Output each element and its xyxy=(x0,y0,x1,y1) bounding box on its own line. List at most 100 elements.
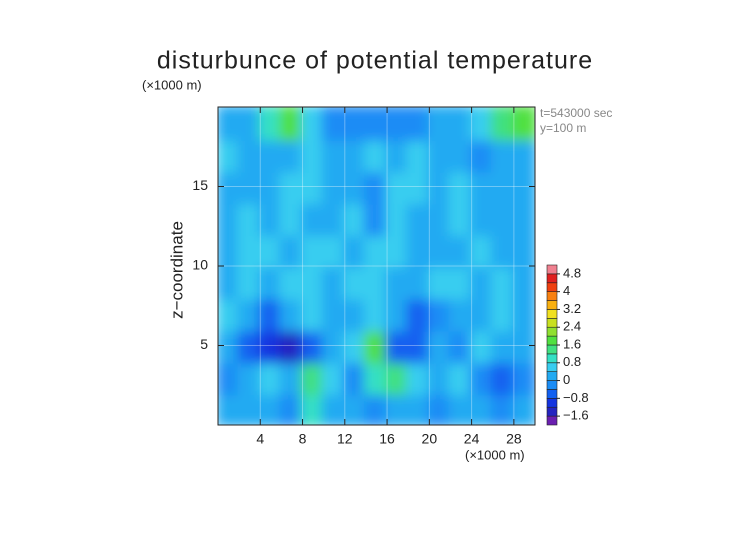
field-cell xyxy=(237,391,263,425)
field-cell xyxy=(490,327,516,364)
field-cell xyxy=(218,327,242,364)
field-cell xyxy=(448,136,474,173)
field-cell xyxy=(511,359,535,396)
field-cell xyxy=(385,295,411,332)
field-cell xyxy=(448,264,474,300)
colorbar-bin xyxy=(546,371,558,381)
field-cell xyxy=(448,232,474,268)
field-cell xyxy=(469,327,495,364)
field-cell xyxy=(490,168,516,205)
colorbar-tick-label: 1.6 xyxy=(563,336,581,351)
field-cell xyxy=(279,168,305,205)
field-cell xyxy=(490,295,516,332)
field-cell xyxy=(258,359,284,396)
field-cell xyxy=(490,391,516,425)
x-unit: (×1000 m) xyxy=(465,447,525,462)
field-cell xyxy=(511,295,535,332)
field-cell xyxy=(342,359,368,396)
y-tick-label: 15 xyxy=(192,177,208,193)
field-cell xyxy=(237,136,263,173)
field-cell xyxy=(406,136,432,173)
field-cell xyxy=(258,168,284,205)
field-cells xyxy=(218,107,535,425)
field-cell xyxy=(427,107,453,141)
field-cell xyxy=(448,359,474,396)
colorbar-tick-label: 4.8 xyxy=(563,265,581,280)
colorbar-bin xyxy=(546,326,558,337)
y-axis-label: z−coordinate xyxy=(167,221,186,319)
field-cell xyxy=(279,327,305,364)
field-cell xyxy=(279,391,305,425)
field-cell xyxy=(448,327,474,364)
colorbar-bin xyxy=(546,344,558,355)
field-cell xyxy=(342,327,368,364)
field-cell xyxy=(385,359,411,396)
field-cell xyxy=(218,264,242,300)
field-cell xyxy=(279,136,305,173)
field-cell xyxy=(300,200,326,237)
field-cell xyxy=(218,391,242,425)
field-cell xyxy=(321,168,347,205)
x-tick-label: 16 xyxy=(379,431,395,447)
colorbar-bin xyxy=(546,282,558,292)
chart-title: disturbunce of potential temperature xyxy=(157,47,593,75)
field-cell xyxy=(427,168,453,205)
field-cell xyxy=(427,295,453,332)
annotation: t=543000 sec xyxy=(540,106,612,120)
x-tick-label: 28 xyxy=(506,431,522,447)
field-cell xyxy=(406,168,432,205)
field-cell xyxy=(321,264,347,300)
colorbar-bin xyxy=(546,380,558,390)
field-cell xyxy=(321,136,347,173)
field-cell xyxy=(385,168,411,205)
field-cell xyxy=(385,136,411,173)
field-cell xyxy=(406,327,432,364)
field-cell xyxy=(385,327,411,364)
field-cell xyxy=(363,391,390,425)
field-cell xyxy=(258,107,284,141)
field-cell xyxy=(300,107,326,141)
field-cell xyxy=(363,107,390,141)
field-cell xyxy=(511,391,535,425)
x-tick-label: 24 xyxy=(464,431,480,447)
field-cell xyxy=(279,232,305,268)
field-cell xyxy=(258,232,284,268)
field-cell xyxy=(427,391,453,425)
field-cell xyxy=(218,359,242,396)
field-cell xyxy=(490,136,516,173)
field-cell xyxy=(469,168,495,205)
field-cell xyxy=(342,232,368,268)
field-cell xyxy=(511,136,535,173)
field-cell xyxy=(237,359,263,396)
field-cell xyxy=(321,200,347,237)
field-cell xyxy=(406,107,432,141)
field-cell xyxy=(237,264,263,300)
field-cell xyxy=(237,107,263,141)
field-cell xyxy=(300,264,326,300)
field-cell xyxy=(406,359,432,396)
field-cell xyxy=(321,107,347,141)
field-cell xyxy=(448,107,474,141)
field-cell xyxy=(427,232,453,268)
field-cell xyxy=(279,359,305,396)
field-cell xyxy=(490,232,516,268)
field-cell xyxy=(342,264,368,300)
field-cell xyxy=(469,391,495,425)
field-cell xyxy=(427,264,453,300)
field-cell xyxy=(258,264,284,300)
field-cell xyxy=(385,232,411,268)
colorbar-tick-label: 4 xyxy=(563,283,570,298)
field-cell xyxy=(300,327,326,364)
y-tick-label: 5 xyxy=(200,336,208,352)
field-cell xyxy=(321,232,347,268)
field-cell xyxy=(448,168,474,205)
field-cell xyxy=(490,107,516,141)
colorbar-tick-label: 3.2 xyxy=(563,301,581,316)
field-cell xyxy=(511,232,535,268)
colorbar-bin xyxy=(546,318,558,328)
field-cell xyxy=(427,200,453,237)
field-cell xyxy=(258,327,284,364)
field-cell xyxy=(218,107,242,141)
y-unit: (×1000 m) xyxy=(142,77,202,92)
colorbar-bin xyxy=(546,353,558,364)
